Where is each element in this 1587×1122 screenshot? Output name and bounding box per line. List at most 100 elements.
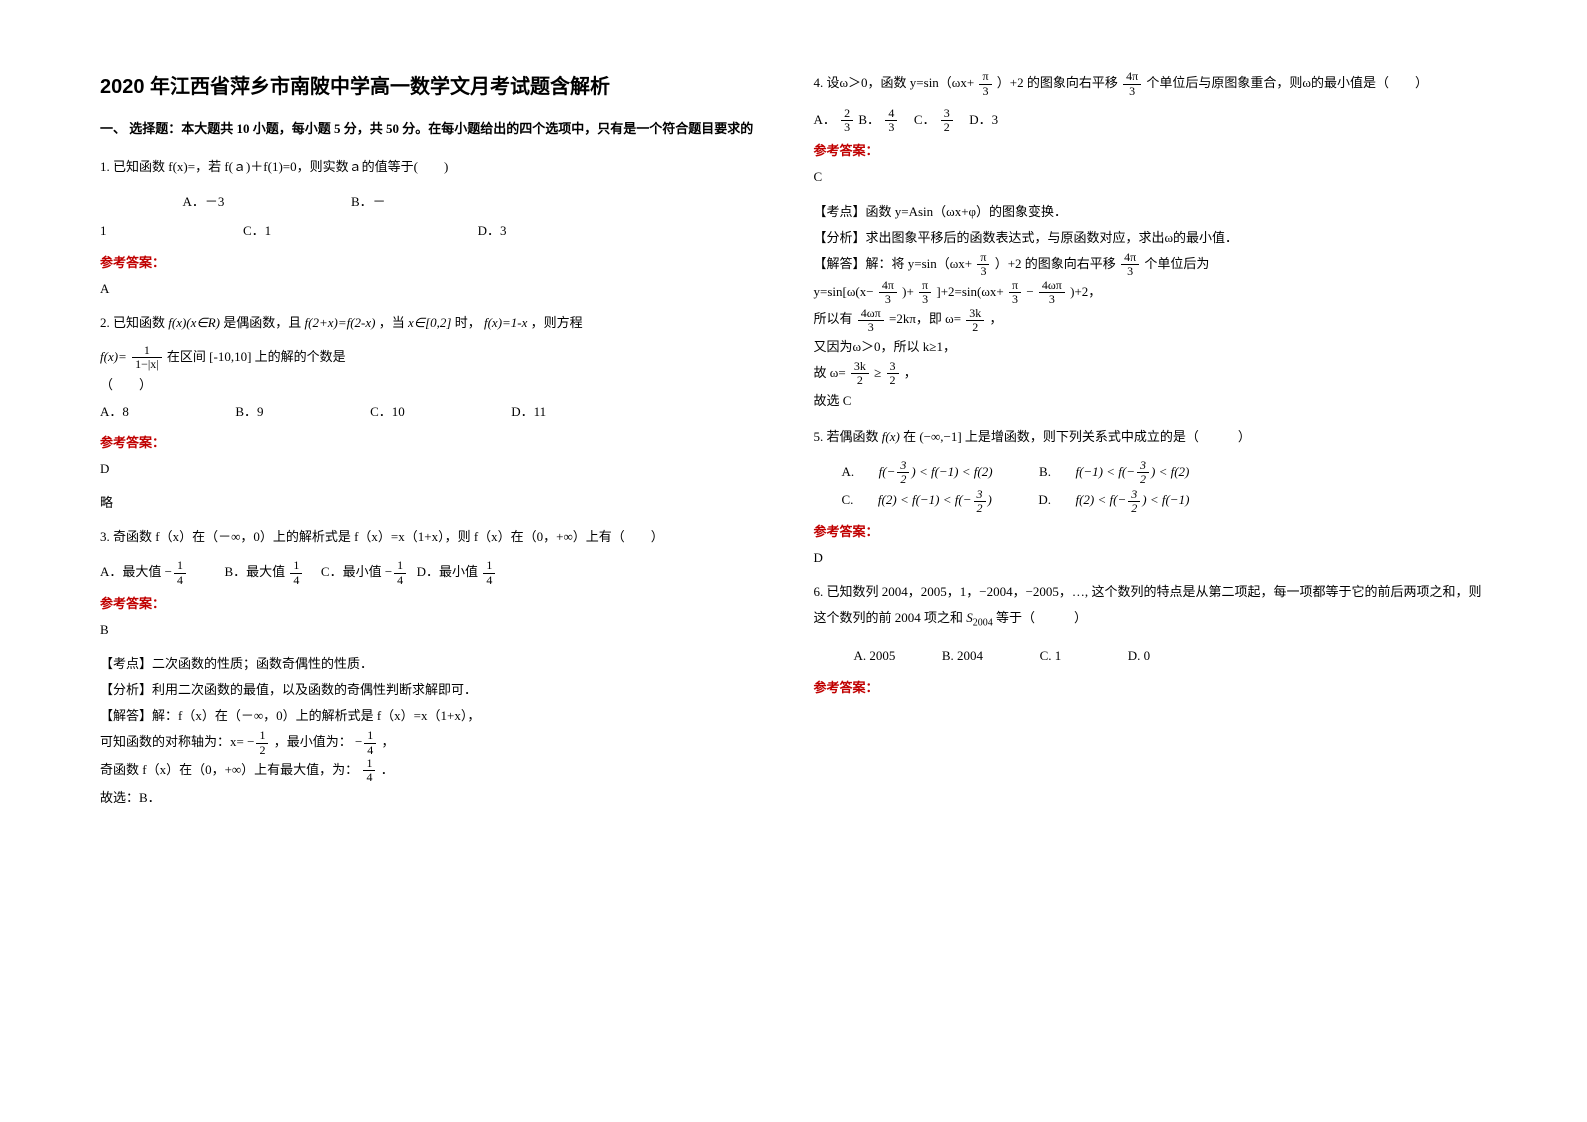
q3-optA-pre: A．最大值	[100, 564, 161, 579]
q4a4d1: 3	[879, 293, 897, 306]
q4-oA: A．	[814, 112, 836, 127]
q3-a4m: ，最小值为：	[274, 734, 352, 749]
q5oD1: f(2) < f(−	[1075, 492, 1126, 507]
q2-t8: f(x)=1-x	[484, 315, 527, 330]
q5-oA-expr: f(−32) < f(−1) < f(2)	[879, 464, 996, 479]
q4-f2n: 4π	[1123, 70, 1141, 84]
q4a5n2: 3k	[966, 307, 984, 321]
q3-a4n: 1	[256, 729, 268, 743]
q6-spost2: 项之和	[924, 610, 963, 625]
q3-a4neg: −	[247, 734, 254, 749]
q3-optC-pre: C．最小值	[321, 564, 382, 579]
q4-answer: C	[814, 165, 1488, 188]
q1-options-2: 1 C．1 D．3	[100, 217, 774, 246]
page-title: 2020 年江西省萍乡市南陂中学高一数学文月考试题含解析	[100, 70, 774, 99]
q2-t11: [-10,10]	[209, 349, 251, 364]
q1-optB: B．－	[351, 194, 386, 209]
q4-a1: 【考点】函数 y=Asin（ωx+φ）的图象变换．	[814, 199, 1488, 225]
q4-a3p: 【解答】解：将 y=sin（ωx+	[814, 256, 973, 271]
q5oBn: 3	[1137, 459, 1149, 473]
q4-a6: 又因为ω＞0，所以 k≥1，	[814, 334, 1488, 360]
q2-stem: 2. 已知函数 f(x)(x∈R) 是偶函数，且 f(2+x)=f(2-x) ，…	[100, 310, 774, 336]
q2-fn: 1	[132, 344, 162, 358]
q4a4d3: 3	[1009, 293, 1021, 306]
q5-sp: 5. 若偶函数	[814, 429, 879, 444]
q5-oD: D.	[1038, 492, 1051, 507]
q4a7d2: 2	[887, 374, 899, 387]
q4-sm: ）+2 的图象向右平移	[997, 75, 1118, 90]
q3-oCn: 1	[394, 559, 406, 573]
q4-a5f1: 4ωπ3	[858, 307, 884, 334]
q3-a5f: 14	[363, 757, 375, 784]
q5oBf: 32	[1137, 459, 1149, 486]
q4-oD: D．3	[969, 112, 998, 127]
q3-a4neg2: −	[355, 734, 362, 749]
q2-t3: 是偶函数，且	[223, 315, 301, 330]
q4-a4m1: )+	[902, 284, 914, 299]
q4a4n3: π	[1009, 279, 1021, 293]
q3-a4d2: 4	[364, 744, 376, 757]
left-column: 2020 年江西省萍乡市南陂中学高一数学文月考试题含解析 一、 选择题：本大题共…	[100, 70, 774, 811]
q4-a5: 所以有 4ωπ3 =2kπ，即 ω= 3k2 ，	[814, 306, 1488, 334]
q1-optA: A．－3	[183, 194, 225, 209]
q4a4d4: 3	[1039, 293, 1065, 306]
q4-f2: 4π3	[1123, 70, 1141, 97]
q4-a3n2: 4π	[1121, 251, 1139, 265]
q4-a4f3: π3	[1009, 279, 1021, 306]
q5-int: (−∞,−1]	[919, 429, 961, 444]
q3-oBn: 1	[290, 559, 302, 573]
q5-spost: 上是增函数，则下列关系式中成立的是（ ）	[965, 429, 1251, 444]
q4a5d1: 3	[858, 321, 884, 334]
q2-options: A．8 B．9 C．10 D．11	[100, 398, 774, 427]
q4-a3: 【解答】解：将 y=sin（ωx+ π3 ）+2 的图象向右平移 4π3 个单位…	[814, 251, 1488, 279]
q5oDd: 2	[1128, 502, 1140, 515]
q4-options: A． 23 B． 43 C． 32 D．3	[814, 106, 1488, 135]
q3-a4: 可知函数的对称轴为：x= −12 ，最小值为： −14 ，	[100, 729, 774, 757]
q4-oAf: 23	[841, 107, 853, 134]
q2-flhs: f(x)=	[100, 349, 127, 364]
q4-a3f2: 4π3	[1121, 251, 1139, 278]
q4-a2: 【分析】求出图象平移后的函数表达式，与原函数对应，求出ω的最小值．	[814, 225, 1488, 251]
q6-sp: 6. 已知数列	[814, 584, 879, 599]
q6-options: A. 2005 B. 2004 C. 1 D. 0	[814, 642, 1488, 671]
q2-t6: x∈[0,2]	[408, 315, 451, 330]
q4-a3post: 个单位后为	[1144, 256, 1209, 271]
q2-frac: 1 1−|x|	[132, 344, 162, 371]
q2-t2: f(x)(x∈R)	[168, 315, 220, 330]
q3-oBd: 4	[290, 574, 302, 587]
q5oCd: 2	[974, 502, 986, 515]
q2-optD: D．11	[511, 404, 546, 419]
q4-a4f2: π3	[919, 279, 931, 306]
q5oCm: )	[988, 492, 992, 507]
section-heading: 一、 选择题：本大题共 10 小题，每小题 5 分，共 50 分。在每小题给出的…	[100, 117, 774, 140]
q4-oCn: 3	[941, 107, 953, 121]
q3-a1: 【考点】二次函数的性质；函数奇偶性的性质．	[100, 651, 774, 677]
q5-oC: C.	[842, 492, 854, 507]
q5oB1: f(−1) < f(−	[1075, 464, 1135, 479]
q4-a8: 故选 C	[814, 388, 1488, 414]
q4-a4f4: 4ωπ3	[1039, 279, 1065, 306]
q6-oB: B. 2004	[942, 648, 983, 663]
q3-oAn: 1	[174, 559, 186, 573]
q4-spost: 个单位后与原图象重合，则ω的最小值是（ ）	[1146, 75, 1428, 90]
q3-oA-frac: 14	[174, 559, 186, 586]
q4-a5p: 所以有	[814, 311, 853, 326]
q6-Ssub: 2004	[973, 618, 993, 629]
q3-oB-frac: 14	[290, 559, 302, 586]
q5-options-row1: A. f(−32) < f(−1) < f(2) B. f(−1) < f(−3…	[814, 458, 1488, 487]
q4-a4m3: −	[1026, 284, 1033, 299]
q4-a7f1: 3k2	[851, 360, 869, 387]
q4-oBd: 3	[885, 121, 897, 134]
q4-a3f1: π3	[977, 251, 989, 278]
q2-blank: （ ）	[100, 372, 774, 398]
q3-a5p: 奇函数 f（x）在（0，+∞）上有最大值，为：	[100, 762, 358, 777]
q3-options: A．最大值 −14 B．最大值 14 C．最小值 −14 D．最小值 14	[100, 558, 774, 587]
q4-a7lhs: ω=	[830, 365, 846, 380]
right-column: 4. 设ω＞0，函数 y=sin（ωx+ π3 ）+2 的图象向右平移 4π3 …	[814, 70, 1488, 811]
q3-a4p: 可知函数的对称轴为：x=	[100, 734, 244, 749]
q4-a7m: ≥	[874, 365, 881, 380]
q5oAd: 2	[897, 473, 909, 486]
q3-a5d: 4	[363, 771, 375, 784]
q4-a7post: ，	[904, 365, 917, 380]
q3-a4d: 2	[256, 744, 268, 757]
